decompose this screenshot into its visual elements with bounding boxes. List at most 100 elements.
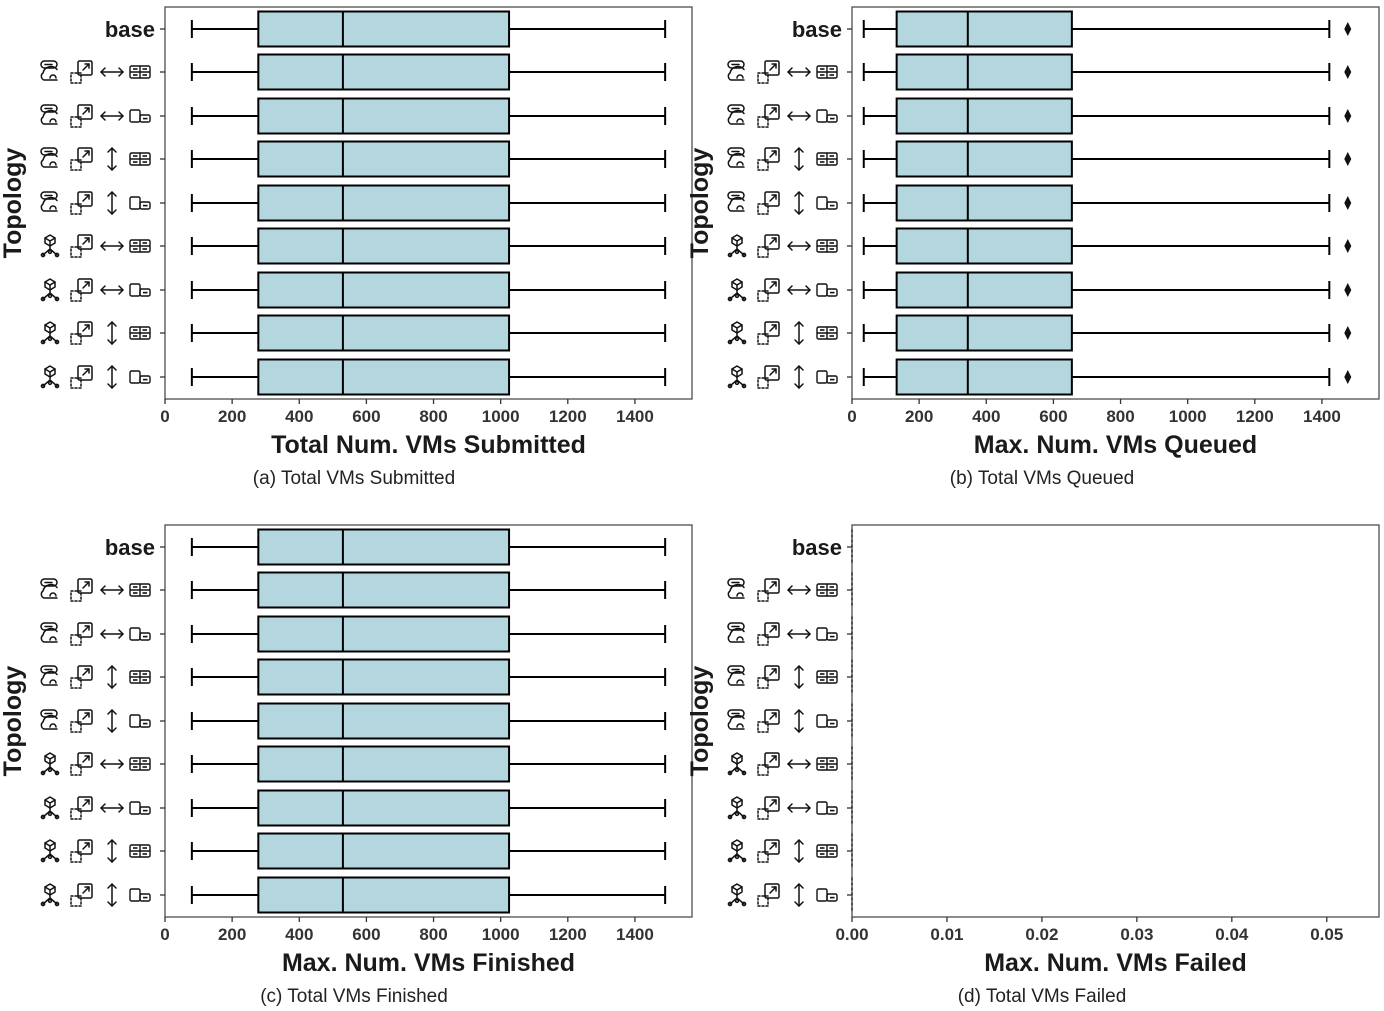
panel-d-scale-out-icon [757,796,780,820]
panel-c-x-tick-label: 400 [285,925,313,944]
panel-b-outlier-point [1344,22,1352,36]
panel-d-storage-cloud-icon [727,709,745,730]
panel-a-y-tick-label: base [105,17,155,42]
panel-b-single-host-icon [816,109,838,123]
panel-a-horizontal-arrow-icon [100,285,124,295]
panel-b-storage-cloud-icon [727,104,745,125]
panel-b-network-hierarchy-icon [727,321,747,345]
panel-b-scale-out-icon [757,278,780,302]
panel-d-vertical-arrow-icon [794,709,804,733]
panel-c-x-tick-label: 1400 [616,925,654,944]
panel-a-single-host-icon [129,196,151,210]
panel-a-iqr-box [257,10,511,48]
panel-c-x-tick-label: 1200 [549,925,587,944]
panel-b-outlier-point [1344,152,1352,166]
panel-a-scale-out-icon [70,191,93,215]
panel-b-x-tick-label: 600 [1039,407,1067,426]
panel-d-single-host-icon [816,627,838,641]
caption-b: (b) Total VMs Queued [949,468,1135,489]
panel-d-x-tick-label: 0.03 [1120,925,1153,944]
panel-b-iqr-box [895,227,1073,265]
panel-a-x-tick-label: 0 [160,407,169,426]
panel-c-iqr-box [257,745,511,783]
panel-c-vertical-arrow-icon [107,883,117,907]
panel-a-storage-cloud-icon [40,60,58,81]
panel-d-scale-out-icon [757,665,780,689]
panel-c-scale-out-icon [70,796,93,820]
panel-b-iqr-box [895,140,1073,178]
panel-c-scale-out-icon [70,752,93,776]
panel-b-outlier-point [1344,370,1352,384]
panel-a-scale-out-icon [70,147,93,171]
panel-d-storage-cloud-icon [727,578,745,599]
panel-d-multi-host-icon [816,757,838,771]
panel-c-horizontal-arrow-icon [100,759,124,769]
panel-a-multi-host-icon [129,326,151,340]
panel-b-y-axis-title: Topology [686,148,714,259]
panel-a-vertical-arrow-icon [107,191,117,215]
panel-a-scale-out-icon [70,278,93,302]
panel-c-scale-out-icon [70,839,93,863]
panel-c-y-tick-label: base [105,535,155,560]
panel-c-vertical-arrow-icon [107,709,117,733]
panel-d-scale-out-icon [757,578,780,602]
panel-a-iqr-box [257,358,511,396]
panel-c-multi-host-icon [129,670,151,684]
panel-c-iqr-box [257,876,511,914]
panel-a-x-tick-label: 1200 [549,407,587,426]
panel-a-iqr-box [257,271,511,309]
panel-d-storage-cloud-icon [727,665,745,686]
panel-d-multi-host-icon [816,844,838,858]
panel-a-x-axis-title: Total Num. VMs Submitted [271,431,586,459]
panel-b-horizontal-arrow-icon [787,67,811,77]
panel-b-multi-host-icon [816,152,838,166]
panel-c-iqr-box [257,832,511,870]
panel-a-y-axis-title: Topology [0,148,27,259]
panel-a-horizontal-arrow-icon [100,111,124,121]
panel-d-x-tick-label: 0.05 [1310,925,1343,944]
panel-d-multi-host-icon [816,670,838,684]
panel-a-vertical-arrow-icon [107,147,117,171]
panel-d-plot-frame [851,524,1380,918]
panel-d-y-axis-title: Topology [686,666,714,777]
panel-c-y-axis-title: Topology [0,666,27,777]
panel-c-storage-cloud-icon [40,578,58,599]
panel-c-storage-cloud-icon [40,709,58,730]
panel-b-scale-out-icon [757,234,780,258]
panel-b-x-tick-label: 1000 [1169,407,1207,426]
panel-a-scale-out-icon [70,234,93,258]
panel-b-horizontal-arrow-icon [787,285,811,295]
panel-d-scale-out-icon [757,883,780,907]
panel-d-horizontal-arrow-icon [787,629,811,639]
panel-d-x-tick-label: 0.04 [1215,925,1249,944]
panel-b-vertical-arrow-icon [794,191,804,215]
panel-c-scale-out-icon [70,578,93,602]
panel-a-x-tick-label: 1400 [616,407,654,426]
panel-c-scale-out-icon [70,883,93,907]
panel-b-single-host-icon [816,196,838,210]
panel-b-single-host-icon [816,370,838,384]
panel-b-x-tick-label: 1400 [1303,407,1341,426]
caption-d: (d) Total VMs Failed [957,986,1127,1007]
panel-a-iqr-box [257,140,511,178]
panel-b-horizontal-arrow-icon [787,111,811,121]
panel-b-x-tick-label: 1200 [1236,407,1274,426]
panel-b-x-tick-label: 800 [1106,407,1134,426]
panel-b-iqr-box [895,53,1073,91]
panel-d-single-host-icon [816,714,838,728]
panel-a-x-tick-label: 800 [419,407,447,426]
panel-c-scale-out-icon [70,709,93,733]
panel-c-iqr-box [257,702,511,740]
panel-a-scale-out-icon [70,365,93,389]
panel-d-network-hierarchy-icon [727,752,747,776]
panel-c-iqr-box [257,615,511,653]
panel-b-outlier-point [1344,239,1352,253]
panel-d-horizontal-arrow-icon [787,803,811,813]
panel-b-multi-host-icon [816,239,838,253]
panel-d-x-tick-label: 0.02 [1025,925,1058,944]
panel-a-horizontal-arrow-icon [100,67,124,77]
panel-a-iqr-box [257,53,511,91]
panel-d-single-host-icon [816,801,838,815]
panel-d-x-tick-label: 0.00 [835,925,868,944]
